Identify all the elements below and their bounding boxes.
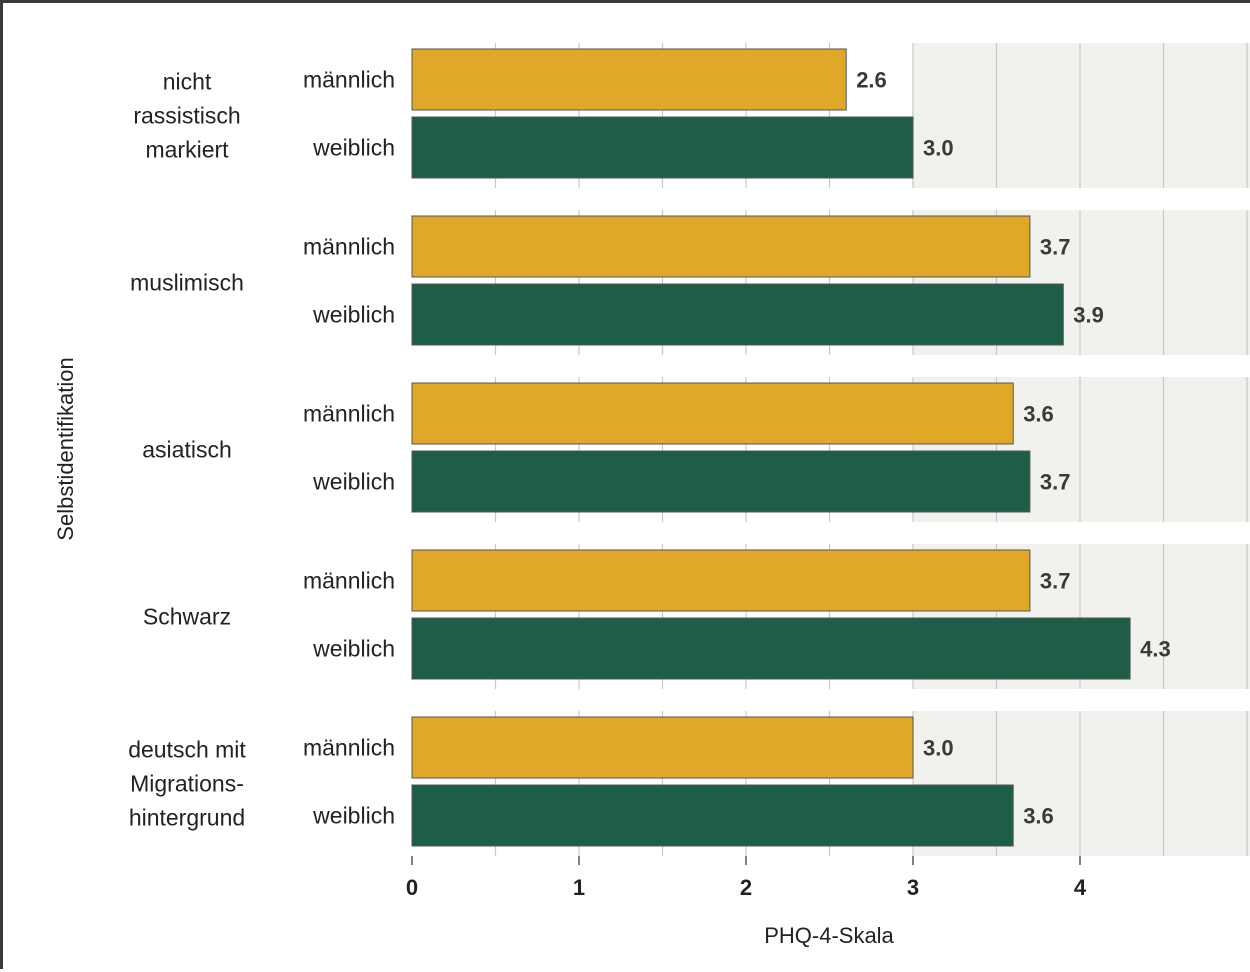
bar [411, 116, 914, 179]
bar [411, 716, 914, 779]
bar [411, 283, 1064, 346]
gender-label: weiblich [312, 636, 395, 662]
group-band-shade [913, 43, 1250, 188]
gender-label: männlich [303, 234, 395, 260]
group-label: muslimisch [130, 270, 244, 296]
y-axis-title: Selbstidentifikation [53, 357, 78, 540]
bar-value-label: 4.3 [1140, 637, 1171, 662]
bar-value-label: 3.6 [1023, 402, 1054, 427]
bar-value-label: 2.6 [856, 68, 887, 93]
gender-label: weiblich [312, 803, 395, 829]
gender-label: männlich [303, 67, 395, 93]
group-label: Schwarz [143, 604, 231, 630]
bar-value-label: 3.9 [1073, 303, 1104, 328]
bar [411, 215, 1031, 278]
gender-labels: männlich weiblich männlich weiblich männlich… [303, 67, 395, 829]
bar [411, 382, 1014, 445]
x-axis-title: PHQ-4-Skala [764, 923, 894, 948]
gender-label: männlich [303, 401, 395, 427]
bar [411, 48, 847, 111]
bar-value-label: 3.7 [1040, 470, 1071, 495]
x-tick-label: 2 [740, 875, 752, 900]
bar-value-label: 3.6 [1023, 804, 1054, 829]
bar-value-label: 3.0 [923, 136, 954, 161]
bar [411, 617, 1131, 680]
value-labels: 2.6 3.0 3.7 3.9 3.6 3.7 3.7 4.3 3.0 3.6 [856, 68, 1170, 829]
gender-label: weiblich [312, 135, 395, 161]
bar [411, 450, 1031, 513]
bar-value-label: 3.0 [923, 736, 954, 761]
bars [411, 48, 1131, 847]
group-label: asiatisch [142, 437, 231, 463]
bar-value-label: 3.7 [1040, 569, 1071, 594]
bar [411, 784, 1014, 847]
bar [411, 549, 1031, 612]
bar-value-label: 3.7 [1040, 235, 1071, 260]
group-labels: nicht rassistisch markiert muslimisch asiati… [128, 69, 246, 831]
group-label: nicht rassistisch markiert [133, 69, 240, 163]
gender-label: weiblich [312, 302, 395, 328]
x-axis-ticks: 0 1 2 3 4 [406, 856, 1087, 900]
gender-label: männlich [303, 568, 395, 594]
gender-label: männlich [303, 735, 395, 761]
x-tick-label: 4 [1074, 875, 1087, 900]
bar-chart: 2.6 3.0 3.7 3.9 3.6 3.7 3.7 4.3 3.0 3.6 nicht rass… [53, 43, 1250, 948]
group-label: deutsch mit Migrations-hintergrund [128, 737, 246, 831]
x-tick-label: 3 [907, 875, 919, 900]
x-tick-label: 0 [406, 875, 418, 900]
x-tick-label: 1 [573, 875, 585, 900]
gender-label: weiblich [312, 469, 395, 495]
